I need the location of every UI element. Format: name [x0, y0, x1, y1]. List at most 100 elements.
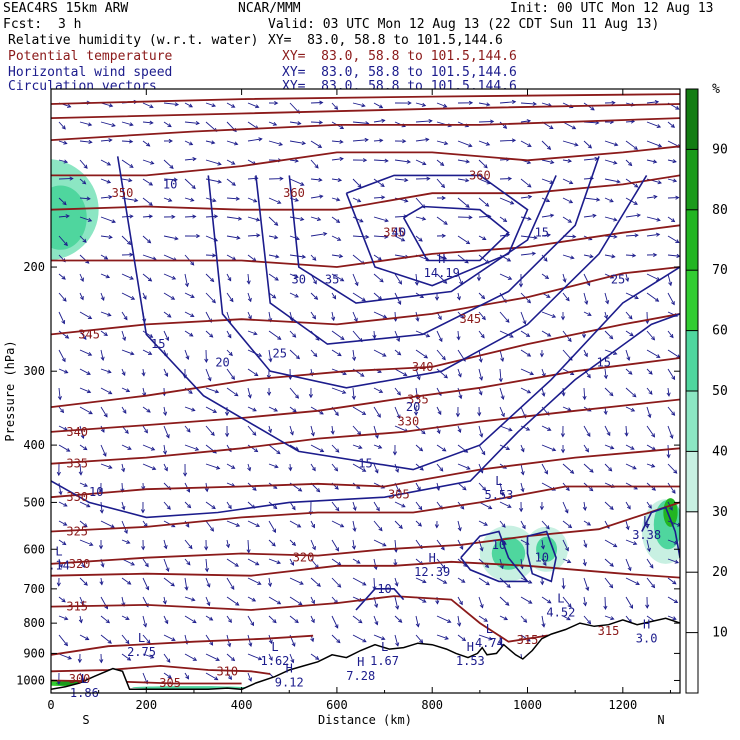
circulation-vector-head	[361, 297, 366, 302]
circulation-vector	[394, 159, 411, 163]
circulation-vector	[142, 254, 157, 260]
circulation-vector	[583, 197, 600, 201]
circulation-vector-head	[252, 407, 257, 412]
circulation-vector	[268, 653, 273, 661]
circulation-vector	[541, 254, 548, 262]
circulation-vector	[310, 140, 322, 148]
circulation-vector	[562, 292, 570, 301]
circulation-vector-head	[277, 200, 282, 204]
circulation-vector-head	[100, 356, 105, 362]
circulation-vector	[205, 653, 220, 661]
circulation-vector	[478, 330, 485, 338]
circulation-vector	[583, 254, 593, 258]
circulation-vector-head	[651, 463, 656, 468]
circulation-vector	[79, 501, 90, 508]
circulation-vector-head	[151, 466, 157, 471]
circulation-vector-head	[316, 582, 321, 587]
theta-contour	[51, 501, 680, 565]
circulation-vector	[247, 216, 260, 221]
circulation-vector-head	[590, 106, 595, 111]
circulation-vector	[79, 406, 93, 415]
circulation-vector	[58, 387, 61, 400]
circulation-vector	[226, 444, 232, 452]
wind-contour-label: 10	[377, 582, 391, 596]
circulation-vector	[289, 444, 299, 451]
circulation-vector-head	[425, 137, 430, 142]
circulation-vector	[373, 558, 377, 570]
circulation-vector-head	[163, 411, 168, 417]
circulation-vector-head	[189, 332, 194, 337]
circulation-vector-head	[528, 599, 533, 604]
y-tick-label: 300	[23, 364, 45, 378]
circulation-vector	[79, 482, 88, 487]
circulation-vector	[184, 539, 193, 549]
circulation-vector	[352, 330, 363, 342]
circulation-vector-head	[88, 410, 93, 415]
circulation-vector	[541, 330, 551, 337]
circulation-vector-head	[149, 333, 154, 338]
circulation-vector-head	[274, 100, 279, 106]
circulation-vector-head	[657, 180, 662, 185]
circulation-vector	[184, 197, 194, 202]
circulation-vector	[520, 216, 531, 220]
circulation-vector-head	[565, 486, 570, 492]
circulation-vector	[142, 102, 154, 108]
circulation-vector	[394, 615, 402, 623]
circulation-vector	[415, 273, 418, 286]
circulation-vector-head	[98, 545, 104, 550]
circulation-vector-head	[250, 621, 254, 627]
circulation-vector-head	[231, 160, 236, 165]
circulation-vector	[352, 520, 356, 532]
circulation-vector-head	[87, 122, 93, 127]
circulation-vector-head	[526, 160, 532, 165]
circulation-vector-head	[443, 374, 448, 379]
circulation-vector	[289, 406, 297, 413]
circulation-vector	[247, 425, 257, 436]
circulation-vector-head	[217, 161, 222, 166]
circulation-vector	[625, 234, 638, 237]
circulation-vector-head	[251, 597, 257, 602]
circulation-vector-head	[86, 371, 91, 375]
circulation-vector-head	[146, 142, 151, 147]
circulation-vector	[394, 596, 399, 610]
circulation-vector	[79, 672, 85, 682]
circulation-vector	[646, 444, 656, 451]
circulation-vector	[205, 140, 215, 144]
circulation-vector	[352, 539, 355, 550]
circulation-vector-head	[651, 433, 656, 438]
circulation-vector-head	[672, 178, 678, 183]
circulation-vector	[373, 539, 387, 547]
circulation-vector	[247, 368, 258, 376]
circulation-vector-head	[442, 579, 448, 584]
circulation-vector-head	[586, 374, 591, 379]
circulation-vector	[247, 672, 252, 682]
circulation-vector-head	[567, 524, 573, 529]
circulation-vector-head	[234, 141, 239, 146]
circulation-vector	[268, 406, 278, 412]
circulation-vector-head	[225, 543, 231, 549]
circulation-vector-head	[316, 488, 321, 493]
circulation-vector-head	[407, 100, 412, 106]
circulation-vector-head	[85, 636, 90, 641]
circulation-vector	[268, 216, 278, 226]
circulation-vector-head	[142, 295, 147, 300]
circulation-vector	[331, 254, 343, 257]
circulation-vector-head	[86, 389, 92, 394]
circulation-vector	[583, 615, 591, 624]
circulation-vector	[520, 196, 532, 199]
circulation-vector-head	[150, 654, 155, 659]
circulation-vector-head	[210, 277, 215, 283]
circulation-vector	[226, 102, 235, 108]
circulation-vector	[310, 195, 323, 199]
circulation-vector	[247, 577, 261, 585]
circulation-vector-head	[501, 412, 505, 418]
circulation-vector-head	[123, 529, 128, 534]
circulation-vector-head	[334, 105, 339, 110]
circulation-vector-head	[675, 195, 680, 200]
circulation-vector-head	[545, 198, 551, 203]
circulation-vector-head	[479, 604, 484, 609]
circulation-vector	[121, 292, 135, 300]
extremum-value: 3.38	[632, 528, 661, 542]
circulation-vector	[457, 254, 469, 264]
circulation-vector	[436, 615, 451, 623]
